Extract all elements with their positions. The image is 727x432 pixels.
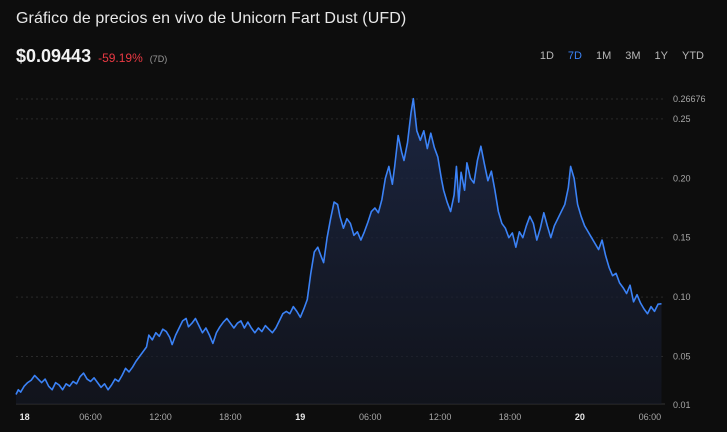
- range-1m[interactable]: 1M: [595, 50, 612, 62]
- y-tick-label: 0.10: [673, 292, 691, 302]
- y-tick-label: 0.20: [673, 173, 691, 183]
- price-summary: $0.09443 -59.19% (7D): [16, 46, 167, 67]
- x-tick-label: 18: [20, 412, 30, 422]
- range-7d[interactable]: 7D: [567, 50, 582, 62]
- x-tick-label: 18:00: [219, 412, 242, 422]
- x-tick-label: 20: [575, 412, 585, 422]
- change-period: (7D): [149, 54, 168, 64]
- x-tick-label: 19: [295, 412, 305, 422]
- price-line: [15, 97, 662, 395]
- x-tick-label: 12:00: [149, 412, 172, 422]
- x-tick-label: 06:00: [639, 412, 662, 422]
- range-ytd[interactable]: YTD: [682, 50, 704, 62]
- page-title: Gráfico de precios en vivo de Unicorn Fa…: [16, 10, 407, 27]
- x-tick-label: 06:00: [79, 412, 102, 422]
- x-tick-label: 12:00: [429, 412, 452, 422]
- range-1y[interactable]: 1Y: [654, 50, 668, 62]
- y-max-label: 0.26676: [673, 94, 706, 104]
- range-1d[interactable]: 1D: [539, 50, 554, 62]
- range-3m[interactable]: 3M: [625, 50, 641, 62]
- y-tick-label: 0.01: [673, 400, 691, 410]
- current-price: $0.09443: [16, 46, 92, 66]
- y-tick-label: 0.05: [673, 351, 691, 361]
- price-area-fill: [16, 98, 662, 405]
- time-range-selector: 1D 7D 1M 3M 1Y YTD: [533, 50, 711, 62]
- y-tick-label: 0.15: [673, 233, 691, 243]
- price-change: -59.19%: [98, 51, 143, 65]
- x-tick-label: 06:00: [359, 412, 382, 422]
- y-tick-label: 0.25: [673, 114, 691, 124]
- x-tick-label: 18:00: [499, 412, 522, 422]
